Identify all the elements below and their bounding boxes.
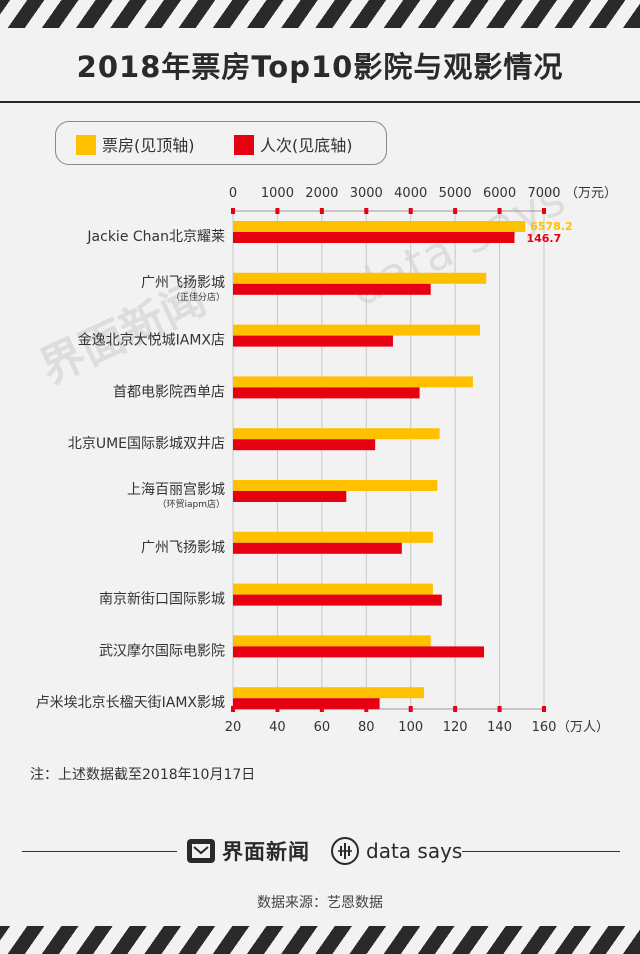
top-axis-tick-label: 4000 [394, 186, 427, 201]
bar-attendance [233, 542, 402, 554]
brand-data-says: data says [330, 836, 462, 866]
top-axis-tick-label: 6000 [483, 186, 516, 201]
bar-attendance [233, 232, 515, 243]
category-sublabel: （环贸iapm店） [158, 498, 226, 510]
category-label: 南京新街口国际影城 [99, 592, 225, 608]
bar-attendance [233, 335, 393, 347]
brand-jiemian: 界面新闻 [186, 836, 310, 866]
category-label: 首都电影院西单店 [113, 384, 225, 400]
footer-divider-left [22, 851, 177, 852]
top-axis-tick-label: 0 [229, 186, 237, 201]
brand-data-says-text: data says [366, 839, 463, 863]
footer-divider-right [462, 851, 620, 852]
category-label: 北京UME国际影城双井店 [68, 436, 225, 452]
bar-attendance [233, 283, 431, 295]
bar-box-office [233, 531, 433, 543]
top-axis-tick [319, 208, 324, 214]
legend-swatch-box-office [76, 135, 96, 155]
bar-chart: 0 1000 2000 3000 4000 5000 6000 7000 （万元） 20 40 60 8… [36, 186, 617, 735]
legend-label-attendance: 人次(见底轴) [260, 136, 353, 155]
bottom-axis-tick-label: 20 [225, 720, 242, 735]
top-axis-tick [364, 208, 369, 214]
bar-box-office [233, 324, 481, 336]
bottom-axis-unit: （万人） [557, 720, 609, 735]
bar-box-office [233, 376, 473, 388]
footnote: 注：上述数据截至2018年10月17日 [30, 767, 256, 783]
top-axis-tick [497, 208, 502, 214]
bottom-axis-tick-label: 160 [532, 720, 557, 735]
chart-legend: 票房(见顶轴) 人次(见底轴) [55, 121, 387, 165]
bar-attendance [233, 698, 380, 710]
top-axis-tick-label: 1000 [261, 186, 294, 201]
bottom-axis-tick-label: 80 [358, 720, 375, 735]
bottom-axis-tick [497, 706, 502, 712]
bar-attendance [233, 491, 347, 502]
legend-item-box-office: 票房(见顶轴) [76, 132, 195, 156]
bar-attendance [233, 594, 442, 606]
top-axis-tick-label: 2000 [305, 186, 338, 201]
bottom-axis-tick-label: 120 [443, 720, 468, 735]
bar-attendance [233, 646, 485, 658]
jiemian-logo-icon [187, 839, 215, 863]
bar-box-office [233, 635, 431, 647]
category-label: 武汉摩尔国际电影院 [99, 642, 225, 659]
bottom-axis-tick [453, 706, 458, 712]
bottom-axis-tick [542, 706, 546, 712]
bar-attendance [233, 387, 420, 399]
category-label: 卢米埃北京长楹天街IAMX影城 [36, 694, 225, 711]
bar-box-office [233, 480, 438, 491]
bottom-axis-tick-label: 140 [487, 720, 512, 735]
top-axis-unit: （万元） [565, 186, 617, 201]
data-label-box-office: 6578.2 [530, 220, 572, 233]
title-divider [0, 101, 640, 103]
bottom-axis-tick-label: 100 [398, 720, 423, 735]
top-axis-tick [542, 208, 546, 214]
top-axis-tick [408, 208, 413, 214]
top-stripe-decoration [0, 0, 640, 28]
chart-title: 2018年票房Top10影院与观影情况 [76, 50, 564, 84]
bottom-axis-tick [408, 706, 413, 712]
bar-attendance [233, 439, 376, 451]
legend-item-attendance: 人次(见底轴) [234, 132, 353, 156]
category-label: Jackie Chan北京耀莱 [86, 229, 225, 245]
top-axis-tick-label: 5000 [439, 186, 472, 201]
bar-box-office [233, 428, 440, 440]
category-sublabel: （正佳分店） [171, 291, 225, 303]
category-label: 金逸北京大悦城IAMX店 [78, 333, 225, 349]
top-axis-tick-label: 7000 [527, 186, 560, 201]
bar-box-office [233, 221, 526, 232]
brand-jiemian-text: 界面新闻 [222, 840, 310, 864]
top-axis-tick [453, 208, 458, 214]
bar-box-office [233, 272, 487, 284]
category-label: 广州飞扬影城 [141, 540, 225, 556]
bottom-stripe-decoration [0, 926, 640, 954]
data-says-logo-icon [331, 837, 359, 865]
bar-box-office [233, 583, 433, 595]
legend-swatch-attendance [234, 135, 254, 155]
category-label: 广州飞扬影城 [141, 275, 225, 291]
bar-box-office [233, 687, 425, 699]
legend-label-box-office: 票房(见顶轴) [102, 136, 195, 155]
top-axis-tick-label: 3000 [350, 186, 383, 201]
bottom-axis-tick-label: 60 [314, 720, 331, 735]
data-source: 数据来源：艺恩数据 [257, 895, 383, 911]
bottom-axis-tick-label: 40 [269, 720, 286, 735]
data-label-attendance: 146.7 [526, 232, 561, 245]
top-axis-tick [275, 208, 280, 214]
top-axis-tick [231, 208, 235, 214]
category-label: 上海百丽宫影城 [127, 482, 225, 498]
